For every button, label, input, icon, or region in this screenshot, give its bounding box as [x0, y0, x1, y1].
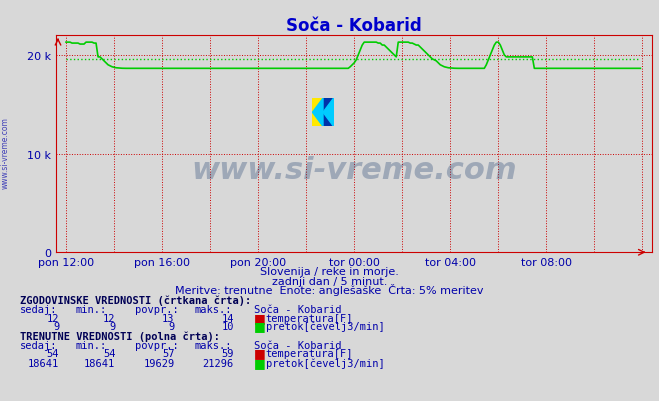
Text: 9: 9 — [169, 322, 175, 332]
Bar — [312, 99, 323, 127]
Text: pretok[čevelj3/min]: pretok[čevelj3/min] — [266, 321, 384, 332]
Text: min.:: min.: — [76, 340, 107, 350]
Polygon shape — [323, 99, 333, 127]
Text: 18641: 18641 — [84, 358, 115, 368]
Text: ■: ■ — [254, 311, 266, 324]
Text: 57: 57 — [162, 348, 175, 358]
Text: pretok[čevelj3/min]: pretok[čevelj3/min] — [266, 357, 384, 368]
Text: www.si-vreme.com: www.si-vreme.com — [191, 156, 517, 185]
Text: sedaj:: sedaj: — [20, 340, 57, 350]
Text: 12: 12 — [103, 313, 115, 323]
Text: povpr.:: povpr.: — [135, 304, 179, 314]
Text: ■: ■ — [254, 356, 266, 369]
Text: 18641: 18641 — [28, 358, 59, 368]
Text: temperatura[F]: temperatura[F] — [266, 348, 353, 358]
Text: Meritve: trenutne  Enote: anglešaške  Črta: 5% meritev: Meritve: trenutne Enote: anglešaške Črta… — [175, 283, 484, 295]
Text: Soča - Kobarid: Soča - Kobarid — [254, 340, 341, 350]
Text: TRENUTNE VREDNOSTI (polna črta):: TRENUTNE VREDNOSTI (polna črta): — [20, 330, 219, 341]
Text: temperatura[F]: temperatura[F] — [266, 313, 353, 323]
Title: Soča - Kobarid: Soča - Kobarid — [287, 16, 422, 34]
Text: ■: ■ — [254, 346, 266, 359]
Text: Soča - Kobarid: Soča - Kobarid — [254, 304, 341, 314]
Text: sedaj:: sedaj: — [20, 304, 57, 314]
Text: ZGODOVINSKE VREDNOSTI (črtkana črta):: ZGODOVINSKE VREDNOSTI (črtkana črta): — [20, 294, 251, 305]
Text: www.si-vreme.com: www.si-vreme.com — [1, 117, 10, 188]
Text: 54: 54 — [103, 348, 115, 358]
Text: maks.:: maks.: — [194, 340, 232, 350]
Polygon shape — [312, 99, 323, 127]
Text: Slovenija / reke in morje.: Slovenija / reke in morje. — [260, 267, 399, 277]
Text: 12: 12 — [47, 313, 59, 323]
Text: zadnji dan / 5 minut.: zadnji dan / 5 minut. — [272, 276, 387, 286]
Text: 9: 9 — [53, 322, 59, 332]
Bar — [323, 99, 333, 127]
Text: povpr.:: povpr.: — [135, 340, 179, 350]
Text: 19629: 19629 — [144, 358, 175, 368]
Text: 54: 54 — [47, 348, 59, 358]
Text: 59: 59 — [221, 348, 234, 358]
Text: 10: 10 — [221, 322, 234, 332]
Text: 13: 13 — [162, 313, 175, 323]
Text: ■: ■ — [254, 320, 266, 332]
Text: maks.:: maks.: — [194, 304, 232, 314]
Text: 14: 14 — [221, 313, 234, 323]
Text: 21296: 21296 — [203, 358, 234, 368]
Text: 9: 9 — [109, 322, 115, 332]
Text: min.:: min.: — [76, 304, 107, 314]
